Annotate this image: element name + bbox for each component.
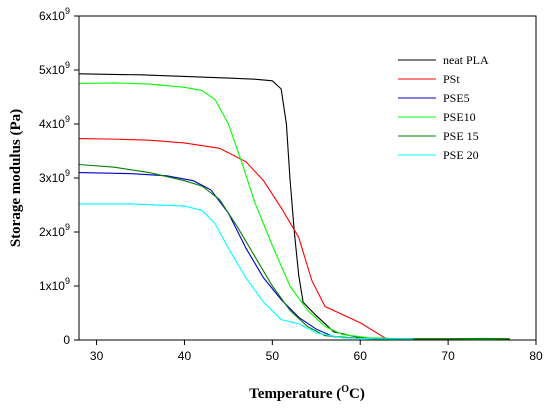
legend-label-6: PSE 20 [443, 148, 479, 162]
legend-label-1: neat PLA [443, 53, 489, 67]
y-tick-label: 6x109 [39, 6, 70, 23]
series-line-6 [79, 203, 413, 340]
legend-label-3: PSE5 [443, 91, 470, 105]
legend-label-2: PSt [443, 72, 460, 86]
x-tick-label: 80 [529, 349, 543, 363]
series-line-5 [79, 163, 510, 340]
y-tick-label: 4x109 [39, 114, 70, 131]
legend-label-4: PSE10 [443, 110, 476, 124]
x-tick-label: 40 [178, 349, 192, 363]
x-tick-label: 50 [266, 349, 280, 363]
y-tick-label: 2x109 [39, 222, 70, 239]
y-tick-label: 5x109 [39, 60, 70, 77]
x-tick-label: 30 [90, 349, 104, 363]
y-tick-label: 1x109 [39, 276, 70, 293]
legend: neat PLA PSt PSE5 PSE10 PSE 15 PSE 20 [398, 53, 489, 162]
legend-label-5: PSE 15 [443, 129, 479, 143]
x-axis: 30 40 50 60 70 80 [90, 340, 543, 363]
y-tick-label: 3x109 [39, 168, 70, 185]
series-layer [79, 73, 510, 340]
x-tick-label: 70 [441, 349, 455, 363]
y-tick-label: 0 [63, 333, 70, 347]
y-axis-title: Storage modulus (Pa) [8, 109, 24, 247]
y-axis: 0 1x109 2x109 3x109 4x109 5x109 6x109 [39, 6, 79, 347]
x-tick-label: 60 [354, 349, 368, 363]
x-axis-title: Temperature (OC) [249, 384, 365, 402]
series-line-2 [79, 138, 510, 340]
